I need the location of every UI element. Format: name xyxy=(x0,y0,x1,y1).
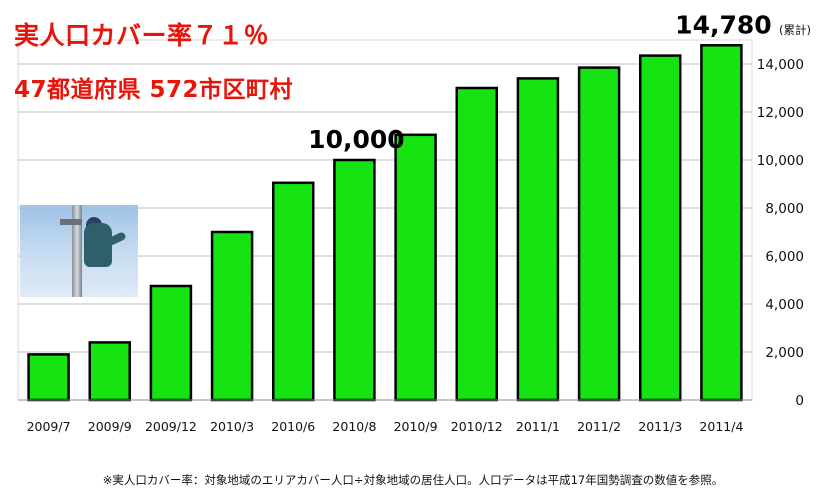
y-tick-label: 4,000 xyxy=(765,297,804,313)
x-tick-label: 2009/12 xyxy=(145,419,197,434)
bar xyxy=(333,158,376,402)
y-tick-label: 14,000 xyxy=(757,57,804,73)
antenna-pole-icon xyxy=(72,205,82,297)
x-tick-label: 2010/8 xyxy=(332,419,376,434)
x-tick-label: 2011/2 xyxy=(577,419,621,434)
bar xyxy=(700,44,743,402)
value-annotation: 14,780 xyxy=(675,10,771,39)
y-tick-label: 6,000 xyxy=(765,249,804,265)
x-tick-label: 2009/9 xyxy=(88,419,132,434)
bar xyxy=(272,181,315,402)
bar xyxy=(27,353,70,402)
x-tick-label: 2010/9 xyxy=(394,419,438,434)
y-axis-label: (累計) xyxy=(779,23,811,37)
bar xyxy=(394,133,437,402)
x-tick-label: 2010/12 xyxy=(451,419,503,434)
antenna-bracket-icon xyxy=(60,219,82,225)
footnote: ※実人口カバー率：対象地域のエリアカバー人口÷対象地域の居住人口。人口データは平… xyxy=(102,473,724,487)
value-annotation: 10,000 xyxy=(308,125,404,154)
bar xyxy=(516,77,560,402)
y-tick-label: 2,000 xyxy=(765,345,804,361)
x-tick-label: 2011/1 xyxy=(516,419,560,434)
x-tick-label: 2009/7 xyxy=(27,419,71,434)
y-tick-label: 8,000 xyxy=(765,201,804,217)
bar xyxy=(639,54,682,402)
x-tick-label: 2011/4 xyxy=(699,419,743,434)
base-station-worker-photo xyxy=(20,205,138,297)
y-tick-label: 12,000 xyxy=(757,105,804,121)
x-tick-label: 2010/6 xyxy=(271,419,315,434)
bar xyxy=(210,230,254,402)
x-tick-label: 2010/3 xyxy=(210,419,254,434)
bar xyxy=(149,284,193,402)
x-tick-label: 2011/3 xyxy=(638,419,682,434)
bar xyxy=(455,86,498,402)
bar xyxy=(577,66,621,402)
bar xyxy=(88,341,131,402)
coverage-headline: 実人口カバー率７１％ xyxy=(14,21,270,50)
regions-headline: 47都道府県 572市区町村 xyxy=(14,77,294,103)
y-tick-label: 0 xyxy=(795,393,804,409)
y-tick-label: 10,000 xyxy=(757,153,804,169)
